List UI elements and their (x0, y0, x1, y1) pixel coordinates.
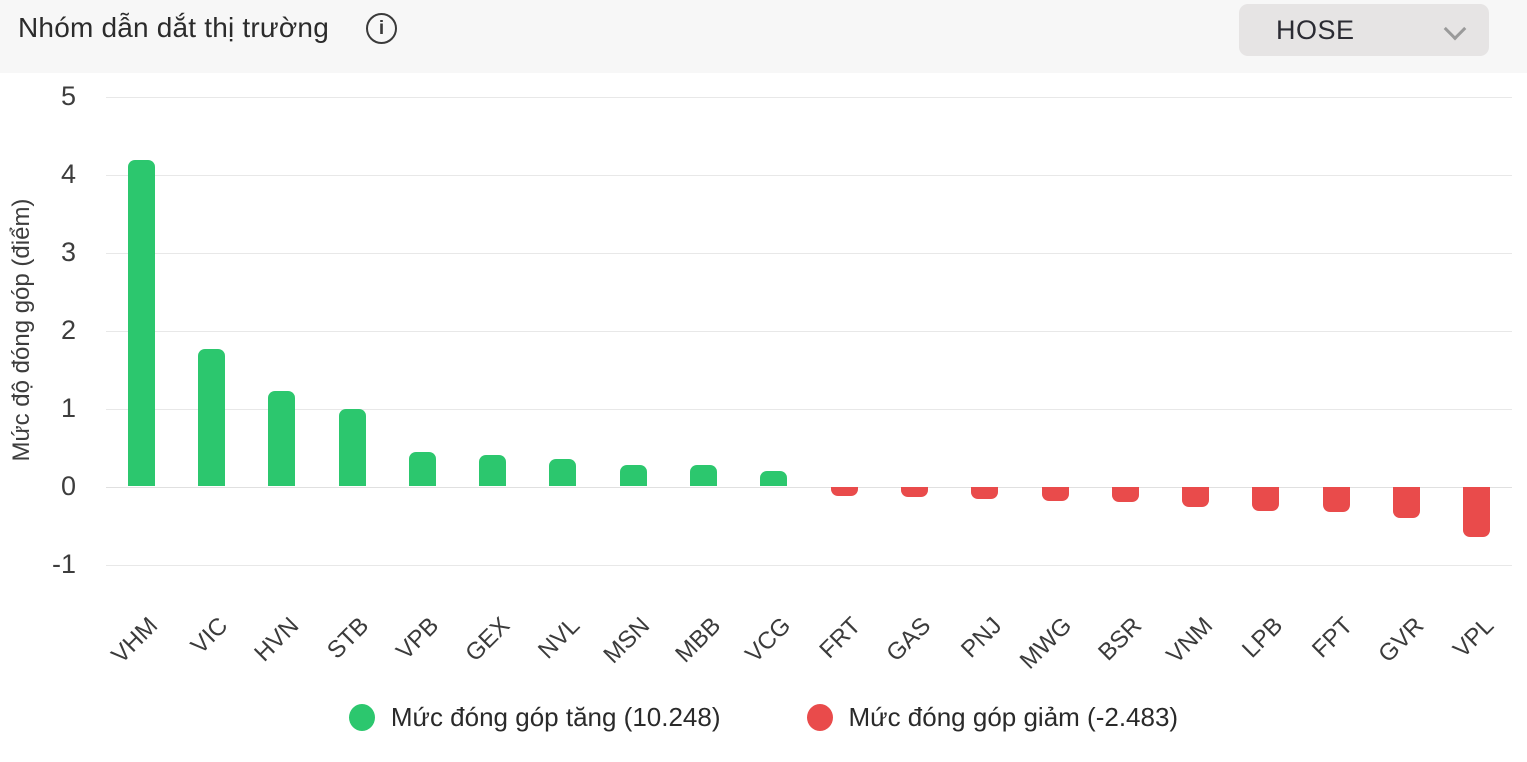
y-tick-label: 3 (60, 236, 76, 267)
x-tick-label-NVL: NVL (533, 612, 586, 665)
x-tick-label-VCG: VCG (740, 612, 797, 668)
gridline-y-3 (106, 252, 1512, 254)
x-tick-label-VNM: VNM (1161, 612, 1218, 669)
x-tick-label-FPT: FPT (1307, 612, 1359, 664)
x-tick-label-VPB: VPB (391, 612, 445, 666)
x-tick-label-GEX: GEX (459, 612, 515, 668)
chart-legend: Mức đóng góp tăng (10.248) Mức đóng góp g… (0, 702, 1527, 733)
bar-GAS[interactable] (900, 486, 928, 497)
bar-STB[interactable] (338, 409, 366, 487)
y-tick-label: 4 (60, 158, 76, 189)
x-tick-label-MWG: MWG (1014, 612, 1078, 675)
x-tick-label-LPB: LPB (1236, 612, 1289, 664)
chart-title: Nhóm dẫn dắt thị trường (18, 12, 329, 43)
bar-VHM[interactable] (127, 160, 155, 487)
bar-VIC[interactable] (197, 349, 225, 487)
y-tick-label: 0 (60, 470, 76, 501)
gridline-y-0 (106, 486, 1512, 488)
exchange-select-value: HOSE (1276, 14, 1355, 45)
bar-GVR[interactable] (1393, 486, 1421, 519)
bar-VCG[interactable] (760, 470, 788, 487)
legend-item-positive[interactable]: Mức đóng góp tăng (10.248) (348, 702, 721, 733)
bar-VNM[interactable] (1182, 486, 1210, 507)
gridline-y-4 (106, 174, 1512, 176)
legend-item-negative[interactable]: Mức đóng góp giảm (-2.483) (806, 702, 1179, 733)
bar-VPL[interactable] (1463, 486, 1491, 538)
info-icon[interactable]: i (366, 13, 397, 44)
y-tick-label: -1 (51, 548, 76, 579)
y-tick-label: 2 (60, 314, 76, 345)
x-tick-label-VIC: VIC (186, 612, 234, 660)
x-tick-label-GVR: GVR (1372, 612, 1429, 668)
x-tick-label-BSR: BSR (1093, 612, 1148, 667)
bar-GEX[interactable] (479, 454, 507, 487)
bar-MSN[interactable] (619, 465, 647, 487)
bar-MBB[interactable] (690, 464, 718, 487)
legend-dot-positive (348, 704, 375, 731)
legend-dot-negative (806, 704, 833, 731)
gridline-y-2 (106, 330, 1512, 332)
gridline-y-5 (106, 96, 1512, 98)
bar-LPB[interactable] (1252, 486, 1280, 512)
y-axis-title: Mức độ đóng góp (điểm) (8, 198, 35, 462)
gridline-y-1 (106, 408, 1512, 410)
x-tick-label-VHM: VHM (106, 612, 164, 669)
x-tick-label-MSN: MSN (598, 612, 656, 669)
bar-BSR[interactable] (1111, 486, 1139, 503)
bar-FRT[interactable] (830, 486, 858, 496)
bar-NVL[interactable] (549, 459, 577, 487)
bar-PNJ[interactable] (971, 486, 999, 499)
x-tick-label-STB: STB (322, 612, 375, 665)
bar-HVN[interactable] (268, 391, 296, 487)
bar-FPT[interactable] (1322, 486, 1350, 513)
x-tick-label-PNJ: PNJ (955, 612, 1007, 664)
y-tick-label: 1 (60, 392, 76, 423)
x-tick-label-HVN: HVN (249, 612, 304, 668)
exchange-select-dropdown[interactable]: HOSE (1239, 4, 1489, 56)
info-icon-glyph: i (378, 17, 385, 39)
legend-label-negative: Mức đóng góp giảm (-2.483) (848, 702, 1179, 732)
x-tick-label-FRT: FRT (814, 612, 867, 664)
bar-VPB[interactable] (408, 452, 436, 487)
header-bar: Nhóm dẫn dắt thị trường i HOSE (0, 0, 1527, 73)
legend-label-positive: Mức đóng góp tăng (10.248) (390, 702, 721, 732)
x-tick-label-MBB: MBB (669, 612, 726, 668)
gridline-y--1 (106, 564, 1512, 566)
x-tick-label-GAS: GAS (881, 612, 937, 668)
x-tick-label-VPL: VPL (1447, 612, 1500, 664)
y-tick-label: 5 (60, 80, 76, 111)
bar-MWG[interactable] (1041, 486, 1069, 501)
